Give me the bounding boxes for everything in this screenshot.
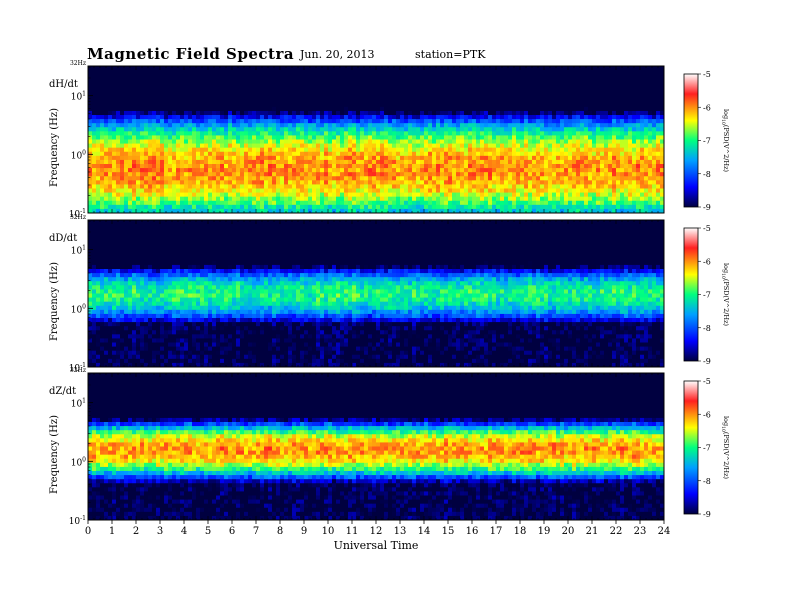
colorbar: -5 -6 -7 -8 -9 log10(PSD(V^2/Hz) bbox=[683, 224, 730, 366]
colorbar-tick-label: -5 bbox=[703, 70, 711, 79]
panel-name: dD/dt bbox=[49, 233, 77, 244]
colorbar-label: log10(PSD(V^2/Hz) bbox=[720, 416, 730, 480]
colorbar: -5 -6 -7 -8 -9 log10(PSD(V^2/Hz) bbox=[683, 70, 730, 212]
station-label: station=PTK bbox=[415, 48, 486, 61]
y-axis-label: Frequency (Hz) bbox=[49, 108, 60, 187]
x-tick-label: 20 bbox=[562, 526, 575, 537]
x-tick-label: 8 bbox=[277, 526, 283, 537]
panel-name: dH/dt bbox=[49, 79, 78, 90]
x-tick-label: 6 bbox=[229, 526, 235, 537]
colorbar-scale bbox=[683, 73, 699, 208]
colorbar-tick-label: -6 bbox=[703, 257, 711, 266]
spectrogram-cells bbox=[88, 220, 665, 368]
panel-name: dZ/dt bbox=[49, 386, 76, 397]
colorbar-tick-label: -9 bbox=[703, 203, 711, 212]
colorbar-tick-label: -5 bbox=[703, 377, 711, 386]
y-axis-label: Frequency (Hz) bbox=[49, 415, 60, 494]
x-tick-label: 16 bbox=[466, 526, 479, 537]
colorbar-tick-label: -7 bbox=[703, 444, 711, 453]
colorbar-label: log10(PSD(V^2/Hz) bbox=[720, 263, 730, 327]
y-tick-label: 10-1 bbox=[69, 515, 86, 527]
y-top-label: 32Hz bbox=[70, 367, 86, 374]
x-tick-label: 5 bbox=[205, 526, 211, 537]
y-top-label: 32Hz bbox=[70, 214, 86, 221]
y-tick-label: 101 bbox=[71, 398, 86, 410]
x-tick-label: 11 bbox=[346, 526, 359, 537]
spectrogram-cells bbox=[88, 373, 665, 521]
y-tick-label: 101 bbox=[71, 91, 86, 103]
x-tick-label: 3 bbox=[157, 526, 163, 537]
x-tick-label: 22 bbox=[610, 526, 623, 537]
x-tick-label: 23 bbox=[634, 526, 647, 537]
colorbar: -5 -6 -7 -8 -9 log10(PSD(V^2/Hz) bbox=[683, 377, 730, 519]
chart-title: Magnetic Field Spectra bbox=[87, 45, 295, 63]
x-tick-label: 0 bbox=[85, 526, 91, 537]
x-tick-label: 15 bbox=[442, 526, 455, 537]
colorbar-tick-label: -9 bbox=[703, 357, 711, 366]
y-tick-label: 100 bbox=[71, 149, 86, 161]
colorbar-tick-label: -5 bbox=[703, 224, 711, 233]
y-tick-label: 100 bbox=[71, 456, 86, 468]
x-tick-label: 10 bbox=[322, 526, 335, 537]
x-tick-label: 19 bbox=[538, 526, 551, 537]
colorbar-tick-label: -8 bbox=[703, 324, 711, 333]
x-tick-label: 7 bbox=[253, 526, 259, 537]
colorbar-tick-label: -6 bbox=[703, 103, 711, 112]
colorbar-tick-label: -8 bbox=[703, 170, 711, 179]
x-tick-label: 17 bbox=[490, 526, 503, 537]
x-axis-label: Universal Time bbox=[334, 539, 419, 552]
x-tick-label: 24 bbox=[658, 526, 671, 537]
y-axis-label: Frequency (Hz) bbox=[49, 262, 60, 341]
y-tick-label: 101 bbox=[71, 245, 86, 257]
x-tick-label: 21 bbox=[586, 526, 599, 537]
colorbar-tick-label: -9 bbox=[703, 510, 711, 519]
date-label: Jun. 20, 2013 bbox=[300, 48, 375, 61]
x-tick-label: 9 bbox=[301, 526, 307, 537]
y-top-label: 32Hz bbox=[70, 60, 86, 67]
x-tick-label: 18 bbox=[514, 526, 527, 537]
x-tick-label: 4 bbox=[181, 526, 187, 537]
x-tick-label: 2 bbox=[133, 526, 139, 537]
y-tick-label: 100 bbox=[71, 303, 86, 315]
x-tick-label: 12 bbox=[370, 526, 383, 537]
x-tick-label: 1 bbox=[109, 526, 115, 537]
colorbar-tick-label: -8 bbox=[703, 477, 711, 486]
colorbar-tick-label: -7 bbox=[703, 137, 711, 146]
colorbar-tick-label: -6 bbox=[703, 410, 711, 419]
colorbar-scale bbox=[683, 227, 699, 362]
y-tick-label: 10-1 bbox=[69, 208, 86, 220]
colorbar-tick-label: -7 bbox=[703, 291, 711, 300]
y-tick-label: 10-1 bbox=[69, 362, 86, 374]
x-tick-label: 13 bbox=[394, 526, 407, 537]
x-tick-label: 14 bbox=[418, 526, 431, 537]
colorbar-scale bbox=[683, 380, 699, 515]
colorbar-label: log10(PSD(V^2/Hz) bbox=[720, 109, 730, 173]
spectrogram-cells bbox=[88, 66, 665, 214]
